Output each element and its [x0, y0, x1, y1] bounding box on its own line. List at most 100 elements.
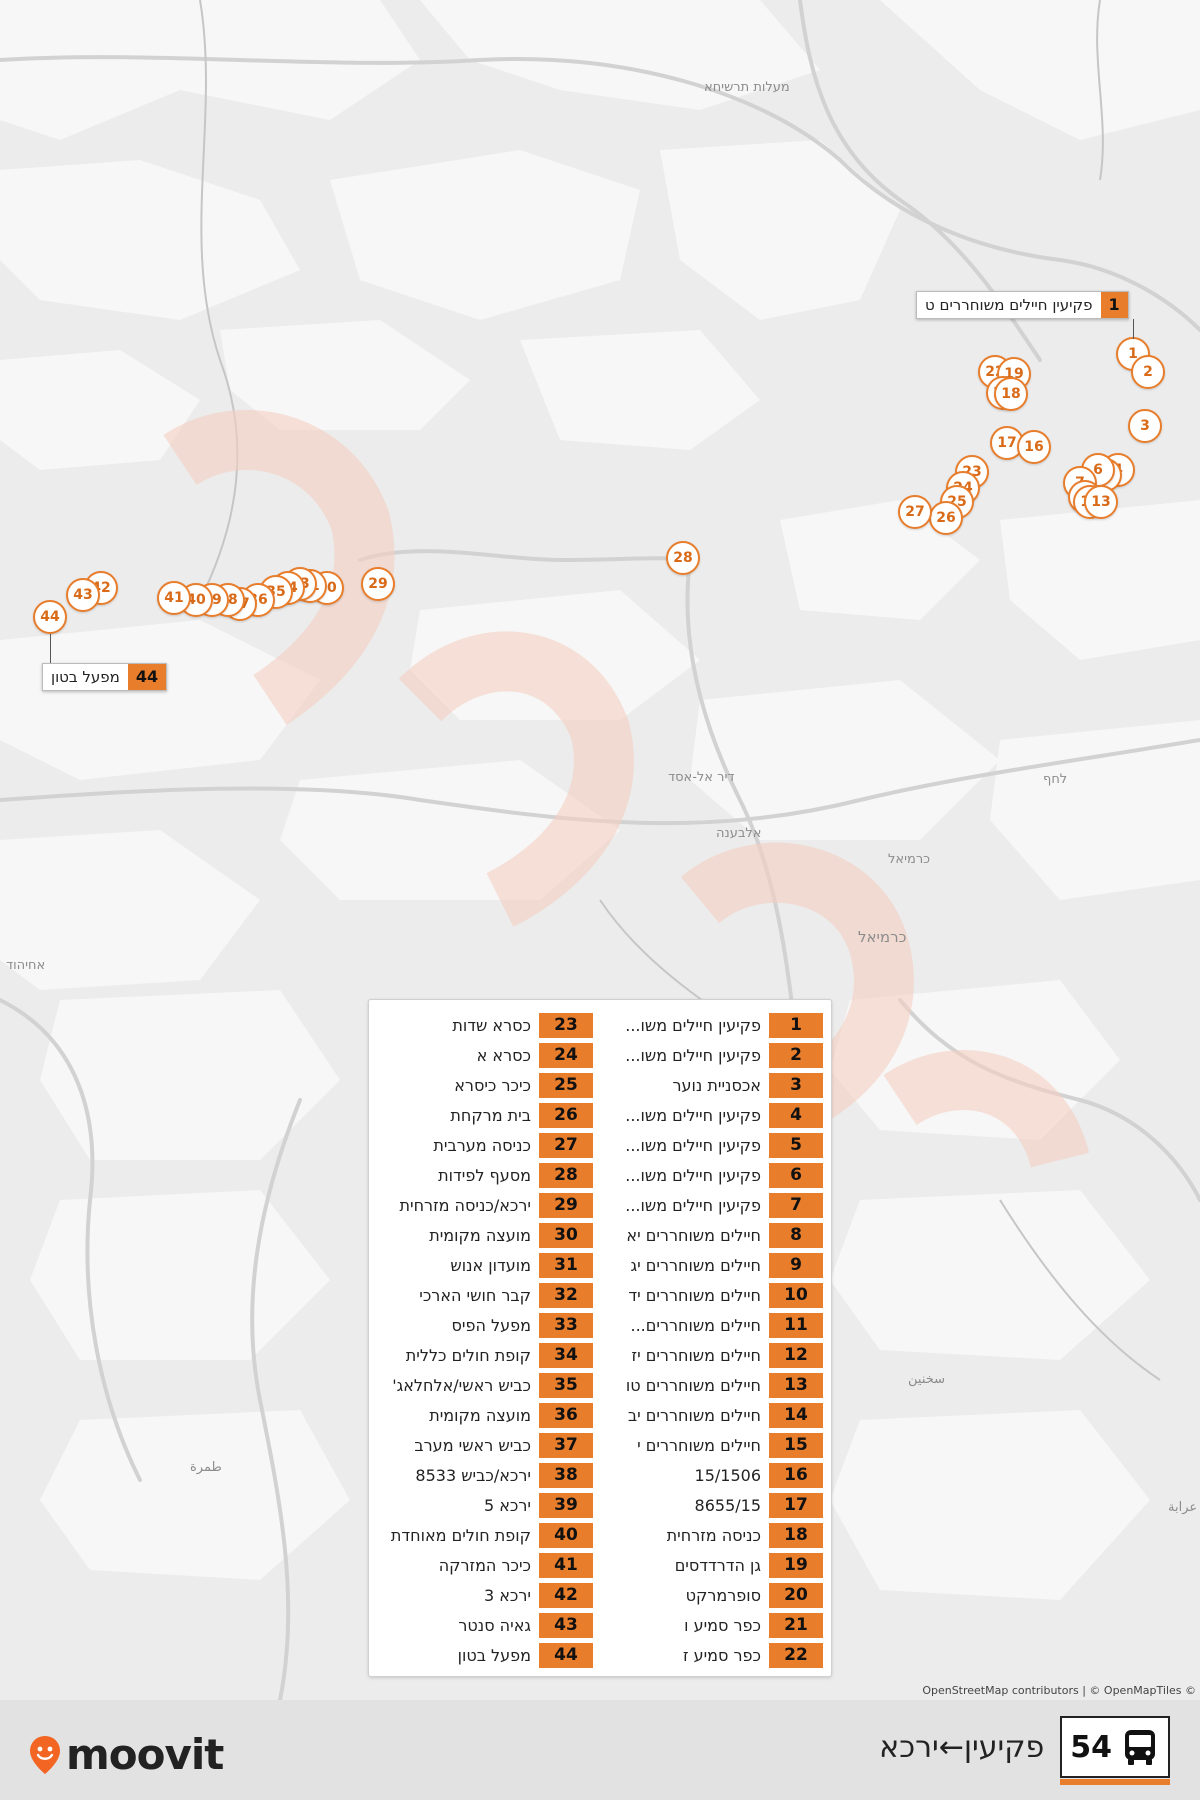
- legend-row[interactable]: 21 כפר סמיע ו: [607, 1610, 823, 1640]
- stop-name: חיילים משוחררים יא: [626, 1225, 761, 1245]
- legend-row[interactable]: 1 פקיעין חיילים משו...: [607, 1010, 823, 1040]
- place-label: אלבענה: [716, 826, 762, 841]
- stop-number-badge: 39: [539, 1492, 593, 1518]
- stop-name: פקיעין חיילים משו...: [625, 1045, 761, 1065]
- legend-row[interactable]: 33 מפעל הפיס: [377, 1310, 593, 1340]
- stop-number-badge: 38: [539, 1462, 593, 1488]
- stop-marker[interactable]: 26: [929, 501, 963, 535]
- legend-row[interactable]: 27 כניסה מערבית: [377, 1130, 593, 1160]
- stop-number-badge: 35: [539, 1372, 593, 1398]
- legend-row[interactable]: 4 פקיעין חיילים משו...: [607, 1100, 823, 1130]
- legend-row[interactable]: 12 חיילים משוחררים יז: [607, 1340, 823, 1370]
- legend-column-right: 1 פקיעין חיילים משו... 2 פקיעין חיילים משו.…: [607, 1010, 823, 1670]
- route-header: 54 פקיעין←ירכא: [879, 1716, 1170, 1785]
- legend-row[interactable]: 22 כפר סמיע ז: [607, 1640, 823, 1670]
- stop-name: 8655/15: [694, 1495, 761, 1515]
- stop-number-badge: 16: [769, 1462, 823, 1488]
- stop-marker[interactable]: 43: [66, 578, 100, 612]
- stop-number-badge: 20: [769, 1582, 823, 1608]
- stop-name: קופת חולים מאוחדת: [390, 1525, 531, 1545]
- legend-row[interactable]: 23 כסרא שדות: [377, 1010, 593, 1040]
- legend-row[interactable]: 7 פקיעין חיילים משו...: [607, 1190, 823, 1220]
- stop-marker[interactable]: 44: [33, 600, 67, 634]
- legend-row[interactable]: 43 גאיה סנטר: [377, 1610, 593, 1640]
- legend-row[interactable]: 5 פקיעין חיילים משו...: [607, 1130, 823, 1160]
- legend-row[interactable]: 19 גן הדרדדסים: [607, 1550, 823, 1580]
- stop-number-badge: 25: [539, 1072, 593, 1098]
- start-stop-callout[interactable]: 1 פקיעין חיילים משוחררים ט: [916, 291, 1129, 319]
- stop-name: כפר סמיע ו: [684, 1615, 761, 1635]
- legend-row[interactable]: 6 פקיעין חיילים משו...: [607, 1160, 823, 1190]
- stop-name: מועצה מקומית: [429, 1225, 531, 1245]
- legend-row[interactable]: 37 כביש ראשי מערב: [377, 1430, 593, 1460]
- legend-row[interactable]: 17 8655/15: [607, 1490, 823, 1520]
- legend-row[interactable]: 32 קבר חושי הארכי: [377, 1280, 593, 1310]
- route-badge: 54: [1060, 1716, 1170, 1785]
- legend-row[interactable]: 13 חיילים משוחררים טו: [607, 1370, 823, 1400]
- stop-number-badge: 43: [539, 1612, 593, 1638]
- legend-row[interactable]: 41 כיכר המזרקה: [377, 1550, 593, 1580]
- stop-number-badge: 29: [539, 1192, 593, 1218]
- legend-row[interactable]: 30 מועצה מקומית: [377, 1220, 593, 1250]
- stop-number-badge: 41: [539, 1552, 593, 1578]
- legend-row[interactable]: 16 15/1506: [607, 1460, 823, 1490]
- stop-number-badge: 5: [769, 1132, 823, 1158]
- stop-number-badge: 14: [769, 1402, 823, 1428]
- stop-number-badge: 4: [769, 1102, 823, 1128]
- legend-row[interactable]: 14 חיילים משוחררים יב: [607, 1400, 823, 1430]
- stop-name: כפר סמיע ז: [682, 1645, 761, 1665]
- legend-row[interactable]: 44 מפעל בטון: [377, 1640, 593, 1670]
- stop-marker[interactable]: 3: [1128, 409, 1162, 443]
- legend-row[interactable]: 40 קופת חולים מאוחדת: [377, 1520, 593, 1550]
- stop-marker[interactable]: 13: [1084, 485, 1118, 519]
- legend-row[interactable]: 25 כיכר כיסרא: [377, 1070, 593, 1100]
- brand-name: moovit: [66, 1730, 224, 1779]
- place-label: عرابة: [1168, 1500, 1198, 1515]
- legend-row[interactable]: 35 כביש ראשי/אלחלאג': [377, 1370, 593, 1400]
- legend-row[interactable]: 34 קופת חולים כללית: [377, 1340, 593, 1370]
- legend-row[interactable]: 11 חיילים משוחררים...: [607, 1310, 823, 1340]
- legend-row[interactable]: 28 מסעף לפידות: [377, 1160, 593, 1190]
- stop-name: חיילים משוחררים יב: [627, 1405, 761, 1425]
- legend-row[interactable]: 36 מועצה מקומית: [377, 1400, 593, 1430]
- stop-name: מועדון אנוש: [450, 1255, 531, 1275]
- stop-name: כניסה מערבית: [433, 1135, 531, 1155]
- stop-marker[interactable]: 16: [1017, 430, 1051, 464]
- stop-name: מסעף לפידות: [438, 1165, 531, 1185]
- stop-name: גן הדרדדסים: [674, 1555, 761, 1575]
- stop-marker[interactable]: 18: [994, 377, 1028, 411]
- stop-marker[interactable]: 27: [898, 495, 932, 529]
- legend-row[interactable]: 15 חיילים משוחררים י: [607, 1430, 823, 1460]
- route-map[interactable]: מעלות תרשיחא דיר אל-אסד אלבענה כרמיאל כר…: [0, 0, 1200, 1700]
- map-attribution[interactable]: OpenStreetMap contributors | © OpenMapTi…: [922, 1684, 1196, 1697]
- legend-row[interactable]: 8 חיילים משוחררים יא: [607, 1220, 823, 1250]
- end-stop-callout[interactable]: 44 מפעל בטון: [42, 663, 168, 691]
- stop-marker[interactable]: 28: [666, 541, 700, 575]
- map-background: [0, 0, 1200, 1700]
- legend-row[interactable]: 39 ירכא 5: [377, 1490, 593, 1520]
- legend-row[interactable]: 31 מועדון אנוש: [377, 1250, 593, 1280]
- stop-number-badge: 44: [539, 1642, 593, 1668]
- stop-marker[interactable]: 29: [361, 567, 395, 601]
- legend-row[interactable]: 9 חיילים משוחררים יג: [607, 1250, 823, 1280]
- legend-row[interactable]: 26 בית מרקחת: [377, 1100, 593, 1130]
- legend-row[interactable]: 10 חיילים משוחררים יד: [607, 1280, 823, 1310]
- stop-marker[interactable]: 2: [1131, 355, 1165, 389]
- stop-number-badge: 33: [539, 1312, 593, 1338]
- stop-marker[interactable]: 41: [157, 581, 191, 615]
- legend-row[interactable]: 3 אכסניית נוער: [607, 1070, 823, 1100]
- stop-name: כיכר המזרקה: [438, 1555, 531, 1575]
- callout-name: מפעל בטון: [51, 668, 120, 686]
- place-label: דיר אל-אסד: [668, 770, 735, 785]
- legend-row[interactable]: 20 סופרמרקט: [607, 1580, 823, 1610]
- legend-row[interactable]: 42 ירכא 3: [377, 1580, 593, 1610]
- legend-row[interactable]: 2 פקיעין חיילים משו...: [607, 1040, 823, 1070]
- legend-row[interactable]: 29 ירכא/כניסה מזרחית: [377, 1190, 593, 1220]
- legend-row[interactable]: 18 כניסה מזרחית: [607, 1520, 823, 1550]
- stop-number-badge: 34: [539, 1342, 593, 1368]
- stop-number-badge: 9: [769, 1252, 823, 1278]
- legend-row[interactable]: 38 ירכא/כביש 8533: [377, 1460, 593, 1490]
- legend-row[interactable]: 24 כסרא א: [377, 1040, 593, 1070]
- stop-name: ירכא/כביש 8533: [415, 1465, 531, 1485]
- moovit-logo[interactable]: moovit: [28, 1730, 224, 1779]
